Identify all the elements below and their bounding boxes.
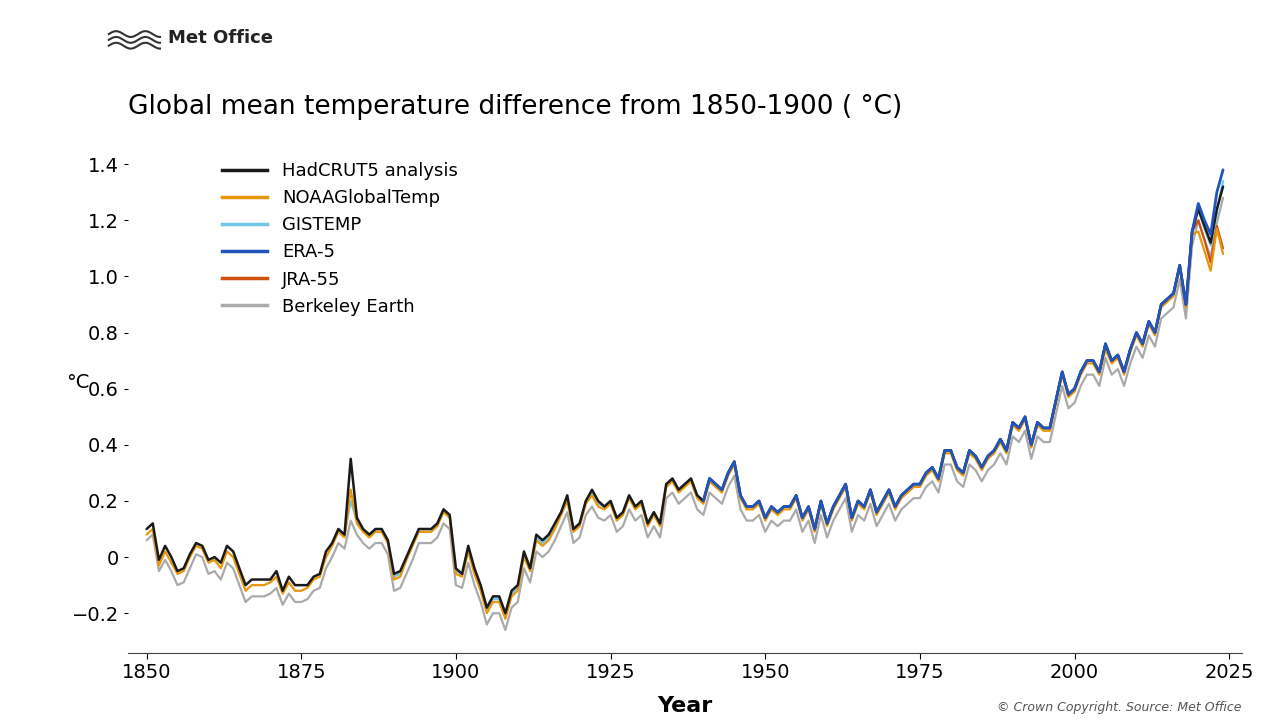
Y-axis label: °C: °C <box>67 373 90 392</box>
X-axis label: Year: Year <box>657 696 713 716</box>
Text: Met Office: Met Office <box>168 30 273 47</box>
Legend: HadCRUT5 analysis, NOAAGlobalTemp, GISTEMP, ERA-5, JRA-55, Berkeley Earth: HadCRUT5 analysis, NOAAGlobalTemp, GISTE… <box>215 155 465 323</box>
Text: © Crown Copyright. Source: Met Office: © Crown Copyright. Source: Met Office <box>997 701 1242 714</box>
Text: Global mean temperature difference from 1850-1900 ( °C): Global mean temperature difference from … <box>128 94 902 120</box>
